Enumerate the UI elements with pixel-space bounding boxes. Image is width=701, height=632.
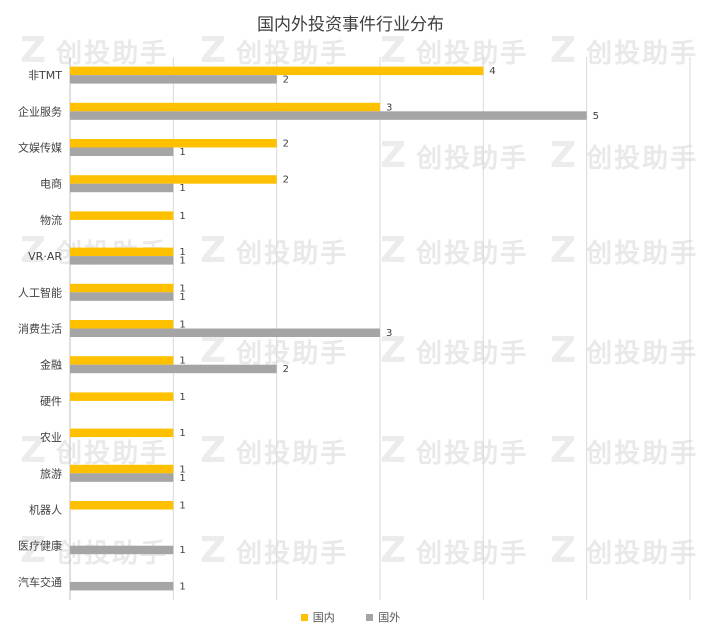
data-label-domestic: 2: [283, 175, 289, 186]
data-label-domestic: 3: [386, 102, 392, 113]
legend: 国内 国外: [0, 609, 701, 625]
legend-label-foreign: 国外: [378, 611, 401, 624]
bar-domestic: [70, 392, 174, 401]
data-label-domestic: 4: [489, 66, 495, 77]
data-label-foreign: 1: [179, 292, 185, 303]
bar-foreign: [70, 75, 277, 84]
legend-swatch-foreign: [366, 613, 374, 621]
bar-foreign: [70, 545, 174, 555]
category-label: 物流: [40, 213, 62, 227]
data-label-domestic: 1: [179, 320, 185, 331]
bar-domestic: [70, 283, 174, 293]
bar-foreign: [70, 581, 174, 591]
legend-swatch-domestic: [300, 613, 308, 621]
bar-foreign: [70, 292, 174, 301]
category-label: 企业服务: [18, 104, 62, 118]
category-label: VR·AR: [28, 250, 62, 263]
category-label: 电商: [40, 177, 62, 191]
bar-foreign: [70, 364, 277, 374]
bar-foreign: [70, 473, 174, 482]
bar-domestic: [70, 175, 277, 184]
legend-label-domestic: 国内: [312, 611, 335, 624]
bar-domestic: [70, 320, 174, 329]
category-label: 非TMT: [28, 69, 62, 82]
data-label-domestic: 1: [179, 428, 185, 439]
category-label: 人工智能: [18, 285, 62, 299]
data-label-foreign: 2: [283, 75, 289, 86]
bar-domestic: [70, 428, 174, 438]
bar-domestic: [70, 356, 174, 365]
category-label: 文娱传媒: [18, 141, 62, 155]
bar-domestic: [70, 139, 277, 148]
category-label: 汽车交通: [18, 575, 62, 589]
data-label-domestic: 1: [179, 464, 185, 475]
category-label: 医疗健康: [18, 539, 62, 553]
data-label-domestic: 1: [179, 211, 185, 222]
data-label-domestic: 1: [179, 283, 185, 294]
bar-foreign: [70, 147, 174, 156]
bar-domestic: [70, 464, 174, 474]
bar-foreign: [70, 183, 174, 193]
data-label-domestic: 1: [179, 247, 185, 258]
data-label-domestic: 1: [179, 501, 185, 512]
data-label-foreign: 1: [179, 147, 185, 158]
bar-domestic: [70, 501, 174, 510]
bar-domestic: [70, 102, 380, 112]
data-label-foreign: 1: [179, 256, 185, 267]
bar-domestic: [70, 66, 484, 76]
bar-foreign: [70, 256, 174, 265]
category-label: 消费生活: [18, 322, 62, 336]
category-label: 旅游: [40, 466, 62, 480]
category-label: 农业: [40, 430, 62, 444]
data-label-domestic: 1: [179, 356, 185, 367]
bar-foreign: [70, 328, 380, 337]
data-label-domestic: 2: [283, 139, 289, 150]
category-label: 机器人: [29, 503, 62, 517]
bar-domestic: [70, 211, 174, 220]
bar-foreign: [70, 111, 587, 120]
data-label-foreign: 1: [179, 473, 185, 484]
data-label-domestic: 1: [179, 392, 185, 403]
category-label: 硬件: [40, 395, 62, 408]
data-label-foreign: 1: [179, 183, 185, 194]
legend-item-foreign: 国外: [366, 609, 400, 625]
chart-title: 国内外投资事件行业分布: [257, 15, 444, 35]
bar-domestic: [70, 247, 174, 257]
data-label-foreign: 3: [386, 328, 392, 339]
data-label-foreign: 1: [179, 545, 185, 556]
data-label-foreign: 5: [593, 111, 599, 122]
data-label-foreign: 1: [179, 581, 185, 592]
data-label-foreign: 2: [283, 364, 289, 375]
legend-item-domestic: 国内: [300, 609, 335, 625]
category-label: 金融: [40, 358, 62, 372]
